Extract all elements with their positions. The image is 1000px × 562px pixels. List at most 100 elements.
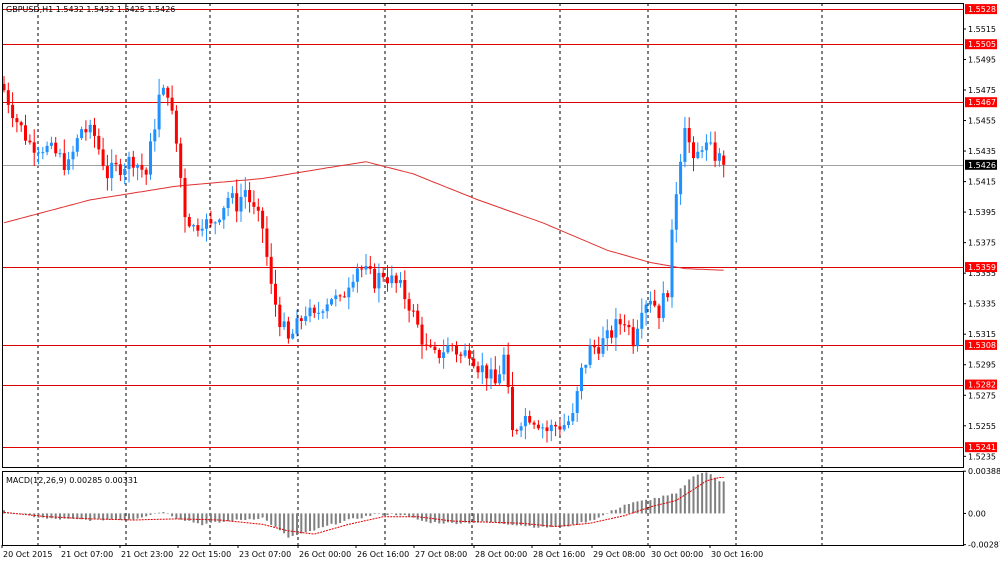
macd-bar [317,513,320,529]
macd-bar [701,473,704,514]
candle [437,348,441,364]
candle [101,137,105,171]
macd-bar [162,512,165,514]
candle-body [114,162,118,165]
candle [541,423,545,439]
macd-bar [321,513,324,528]
candle [411,304,415,318]
macd-bar [7,513,10,514]
candle [653,289,657,308]
candle [386,265,389,292]
macd-bar [222,513,225,522]
macd-bar [20,513,23,514]
candle [489,357,493,389]
candle-body [368,266,372,269]
macd-bar [283,513,286,534]
macd-bar [304,513,307,533]
candle-body [166,87,170,98]
candle-body [696,151,700,159]
candle [536,420,540,431]
macd-bar [455,513,458,525]
macd-bar [240,513,242,520]
ma-line [3,161,724,271]
candle-body [41,152,45,154]
macd-bar [231,513,234,522]
candle [485,363,489,391]
candle-body [19,122,23,126]
macd-bar [196,513,199,524]
macd-bar [188,513,191,521]
candle-body [218,219,221,223]
candle [334,289,338,307]
candle [373,263,377,293]
candle-body [536,424,540,429]
macd-bar [485,513,488,522]
candle-body [355,268,359,282]
macd-bar [714,477,717,514]
candle [118,158,122,181]
candle-body [437,350,441,358]
macd-bar [41,513,44,518]
time-tick-label: 28 Oct 16:00 [533,550,585,559]
macd-bar [533,513,536,528]
candle [580,363,583,400]
candle-body [498,374,502,384]
candle-body [519,426,523,431]
candle [6,82,10,114]
level-label: 1.5467 [968,98,996,107]
candle [192,223,196,232]
candle [355,263,359,293]
candle [511,371,514,437]
candle-body [209,219,213,224]
candle-body [648,300,652,305]
macd-bar [671,493,673,514]
candle [644,300,648,326]
candle-body [299,318,303,321]
candle [196,218,200,237]
candle [679,153,683,205]
level-label-bg [965,442,997,453]
macd-bar [28,513,31,516]
candle-body [330,299,333,305]
price-tick-label: 1.5375 [968,239,996,248]
candle-body [571,413,575,422]
macd-bar [524,513,527,527]
macd-bar [554,513,557,527]
candle [235,179,239,223]
candle-body [278,304,282,328]
candle-body [424,344,428,346]
candle-body [670,229,674,298]
macd-bar [136,513,139,519]
candle-body [631,327,635,347]
candle-body [97,135,101,150]
price-tick-label: 1.5355 [968,269,996,278]
candle [506,342,510,394]
candle [605,319,609,351]
candle [403,270,407,309]
candle [282,312,286,330]
candle-body [153,129,157,142]
macd-bar [313,513,316,531]
candle-body [32,142,36,153]
macd-bar [636,501,639,514]
macd-bar [352,513,355,519]
candle-body [674,194,678,230]
macd-bar [438,513,441,524]
candle-body [562,425,566,430]
candle [433,341,437,354]
time-tick-label: 22 Oct 15:00 [179,550,231,559]
macd-bar [459,513,462,524]
candle-body [407,299,411,311]
candle-body [364,266,368,270]
time-tick-label: 20 Oct 2015 [3,550,52,559]
candle [648,291,652,313]
macd-bar [683,485,686,514]
candle [575,386,579,422]
candle-body [265,228,269,257]
macd-bar [645,499,648,514]
macd-bar [679,488,682,514]
candle-body [317,312,321,314]
macd-bar [502,513,505,524]
macd-bar [326,513,329,526]
